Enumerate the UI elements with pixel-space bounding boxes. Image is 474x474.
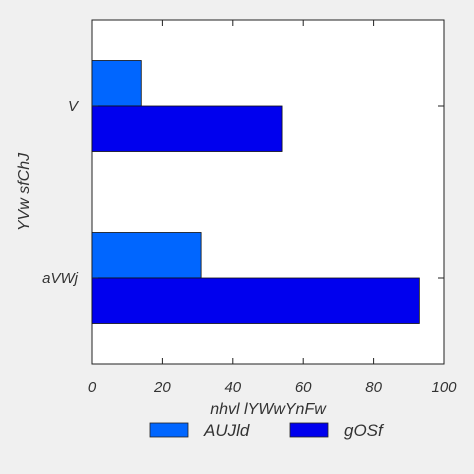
legend: AUJld gOSf [149, 421, 385, 440]
x-ticks-group: 0 20 40 60 80 100 [88, 20, 457, 396]
x-tick-label: 80 [365, 379, 382, 396]
x-tick-label: 60 [295, 379, 312, 396]
x-tick-label: 20 [153, 379, 171, 396]
legend-swatch-auj [149, 422, 189, 438]
y-category-label: V [68, 98, 80, 115]
legend-swatch-gosf [289, 422, 329, 438]
x-tick-label: 100 [431, 379, 457, 396]
x-tick-label: 0 [88, 379, 97, 396]
x-axis-label: nhvl lYWwYnFw [210, 401, 327, 418]
y-axis-label: YVw sfChJ [16, 152, 33, 231]
bars-group [91, 60, 420, 324]
bar-AUJld-V [91, 60, 142, 107]
x-tick-label: 40 [224, 379, 241, 396]
legend-label-gosf: gOSf [344, 421, 385, 440]
bar-AUJld-aVWj [91, 232, 202, 279]
bar-gOSf-V [91, 105, 283, 152]
bar-gOSf-aVWj [91, 277, 420, 324]
legend-label-auj: AUJld [203, 421, 250, 440]
y-category-label: aVWj [42, 270, 79, 287]
